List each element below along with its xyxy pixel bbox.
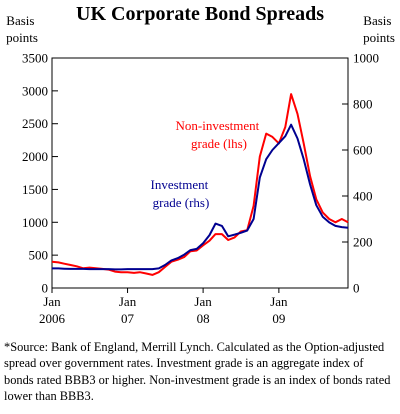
x-tick-label: 2006 (39, 311, 66, 326)
left-axis-label: Basis points (6, 13, 38, 45)
left-axis-label-line-1: Basis (6, 13, 34, 28)
x-tick-label: Jan (119, 294, 137, 309)
right-tick-label: 800 (353, 97, 373, 112)
left-tick-label: 2500 (22, 116, 48, 131)
left-tick-label: 0 (42, 281, 49, 296)
left-tick-label: 3000 (22, 83, 48, 98)
non-investment-grade-label: Non-investment grade (lhs) (175, 118, 262, 151)
left-tick-label: 1000 (22, 215, 48, 230)
right-tick-label: 1000 (353, 51, 379, 66)
chart-footnote: *Source: Bank of England, Merrill Lynch.… (4, 340, 391, 404)
left-axis-label-line-2: points (6, 30, 38, 45)
left-tick-label: 2000 (22, 149, 48, 164)
investment-grade-label-line-1: Investment (150, 177, 208, 192)
right-tick-label: 0 (353, 281, 360, 296)
x-tick-label: 08 (197, 311, 210, 326)
non-investment-grade-label-line-2: grade (lhs) (191, 136, 247, 151)
investment-grade-label-line-2: grade (rhs) (153, 195, 210, 210)
x-tick-label: 09 (272, 311, 285, 326)
right-axis-ticks: 0 200 400 600 800 1000 (342, 51, 379, 296)
x-axis-ticks: Jan 2006 Jan 07 Jan 08 Jan 09 (39, 288, 288, 326)
right-tick-label: 600 (353, 143, 373, 158)
x-tick-label: Jan (194, 294, 212, 309)
right-axis-label-line-1: Basis (363, 13, 391, 28)
right-axis-label-line-2: points (363, 30, 395, 45)
series-line-investment-grade (52, 123, 349, 271)
investment-grade-label: Investment grade (rhs) (150, 177, 211, 210)
chart-title: UK Corporate Bond Spreads (76, 3, 324, 25)
x-tick-label: 07 (121, 311, 135, 326)
right-axis-label: Basis points (363, 13, 395, 45)
non-investment-grade-label-line-1: Non-investment (175, 118, 259, 133)
right-tick-label: 200 (353, 235, 373, 250)
plot-border (51, 57, 349, 289)
plot-frame (51, 57, 349, 289)
left-tick-label: 500 (29, 248, 49, 263)
corporate-bond-spreads-chart: UK Corporate Bond Spreads Basis points B… (6, 3, 395, 326)
x-tick-label: Jan (270, 294, 288, 309)
x-tick-label: Jan (43, 294, 61, 309)
right-tick-label: 400 (353, 189, 373, 204)
series-layer (51, 93, 349, 276)
left-axis-ticks: 0 500 1000 1500 2000 2500 3000 3500 (22, 51, 58, 296)
left-tick-label: 3500 (22, 51, 48, 66)
left-tick-label: 1500 (22, 182, 48, 197)
